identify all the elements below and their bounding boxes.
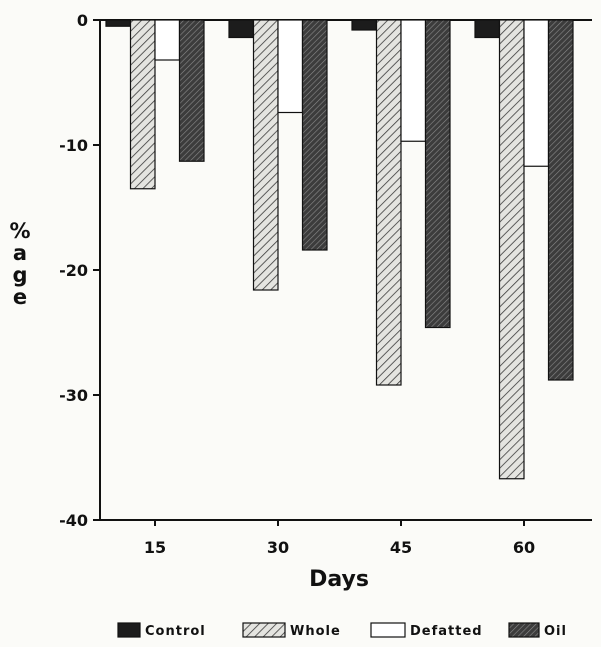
y-tick-label: 0 <box>77 11 88 30</box>
bar-control-30 <box>228 19 255 39</box>
bar-control-45 <box>351 19 378 31</box>
bar-whole-45 <box>375 19 402 386</box>
y-tick-label: -40 <box>59 511 88 530</box>
legend-label-whole: Whole <box>290 624 341 639</box>
bar-defatted-30 <box>277 19 304 114</box>
y-tick-label: -30 <box>59 386 88 405</box>
legend-label-defatted: Defatted <box>410 624 483 639</box>
legend-label-oil: Oil <box>544 624 567 639</box>
legend: Control Whole Defatted Oil <box>117 622 567 639</box>
bar-defatted-15 <box>154 19 181 61</box>
bar-control-60 <box>474 19 501 39</box>
legend-swatch-defatted <box>370 622 406 638</box>
bars-group <box>105 19 574 480</box>
legend-swatch-oil <box>508 622 540 638</box>
legend-label-control: Control <box>145 624 206 639</box>
bar-whole-15 <box>129 19 156 190</box>
bar-oil-30 <box>301 19 328 251</box>
bar-whole-60 <box>498 19 525 480</box>
bar-defatted-60 <box>523 19 550 167</box>
x-tick-label: 60 <box>513 538 535 557</box>
bar-defatted-45 <box>400 19 427 142</box>
legend-swatch-whole <box>242 622 286 638</box>
bar-oil-60 <box>547 19 574 381</box>
y-axis: 0 -10 -20 -30 -40 <box>59 11 100 530</box>
x-tick-label: 15 <box>144 538 166 557</box>
legend-swatch-control <box>117 622 141 638</box>
bar-oil-45 <box>424 19 451 329</box>
bar-whole-30 <box>252 19 279 291</box>
x-tick-label: 30 <box>267 538 289 557</box>
x-axis-title: Days <box>309 567 369 592</box>
x-tick-label: 45 <box>390 538 412 557</box>
y-axis-title: %age <box>9 219 30 309</box>
y-axis-title-char: a <box>13 241 27 265</box>
bar-oil-15 <box>178 19 205 162</box>
y-axis-title-char: % <box>9 219 30 243</box>
y-tick-label: -10 <box>59 136 88 155</box>
y-axis-title-char: e <box>13 285 27 309</box>
y-axis-title-char: g <box>12 263 27 287</box>
x-axis: 15 30 45 60 <box>144 520 535 557</box>
y-tick-label: -20 <box>59 261 88 280</box>
bar-control-15 <box>105 19 132 27</box>
